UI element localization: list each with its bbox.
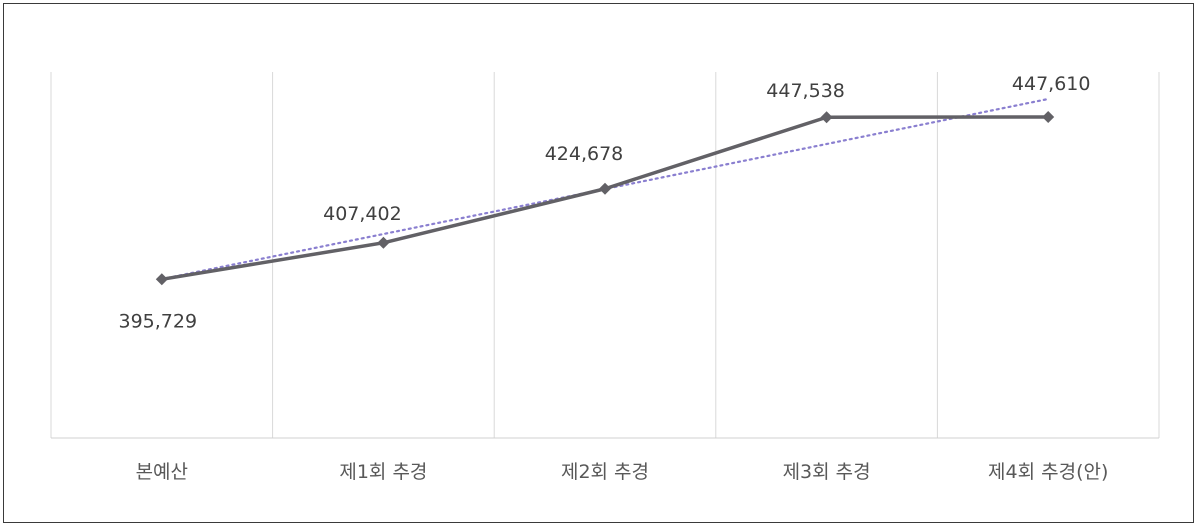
x-tick-label: 제1회 추경 [339,461,427,483]
data-labels: 395,729 407,402 424,678 447,538 447,610 [119,73,1091,332]
data-label: 395,729 [119,310,198,332]
x-tick-label: 제2회 추경 [561,461,649,483]
data-label: 447,538 [766,80,845,102]
x-tick-labels: 본예산 제1회 추경 제2회 추경 제3회 추경 제4회 추경(안) [136,461,1109,483]
data-point [377,236,390,249]
series-line [161,115,1049,282]
data-point [1042,111,1055,124]
data-label: 447,610 [1012,73,1091,95]
x-tick-label: 본예산 [136,461,188,483]
x-tick-label: 제3회 추경 [783,461,871,483]
data-label: 424,678 [545,143,624,165]
data-point [820,111,833,124]
x-tick-label: 제4회 추경(안) [988,461,1108,483]
chart-frame [3,3,1194,523]
markers [155,111,1055,286]
data-point [599,182,611,195]
data-point [155,273,168,286]
data-label: 407,402 [323,203,402,225]
grid-lines [50,72,1160,438]
